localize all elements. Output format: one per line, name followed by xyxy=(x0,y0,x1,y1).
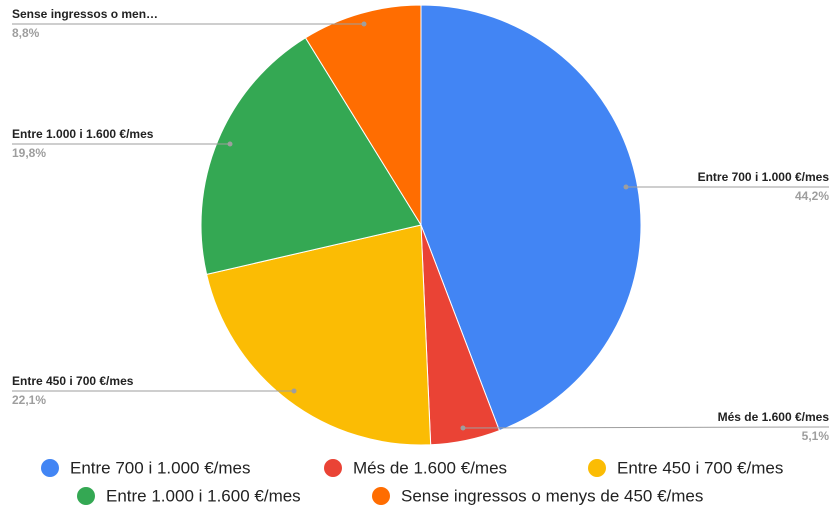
legend-marker xyxy=(324,459,342,477)
pie-slice xyxy=(420,4,642,432)
callout-dot xyxy=(460,425,466,431)
legend-marker xyxy=(588,459,606,477)
pie-slice xyxy=(304,4,422,227)
callout-name: Entre 1.000 i 1.600 €/mes xyxy=(12,127,154,141)
callout-name: Sense ingressos o men… xyxy=(12,7,158,21)
legend-label: Sense ingressos o menys de 450 €/mes xyxy=(401,486,703,505)
callout-value: 5,1% xyxy=(802,429,830,443)
callout-value: 44,2% xyxy=(795,189,829,203)
callout-name: Entre 450 i 700 €/mes xyxy=(12,374,134,388)
callout-value: 22,1% xyxy=(12,393,46,407)
callout-value: 19,8% xyxy=(12,146,46,160)
legend-label: Entre 700 i 1.000 €/mes xyxy=(70,458,251,477)
callout-name: Més de 1.600 €/mes xyxy=(718,410,830,424)
callout-name: Entre 700 i 1.000 €/mes xyxy=(698,170,830,184)
legend-marker xyxy=(41,459,59,477)
legend-label: Entre 450 i 700 €/mes xyxy=(617,458,783,477)
legend-marker xyxy=(372,487,390,505)
callout-dot xyxy=(291,388,297,394)
callout-dot xyxy=(361,21,367,27)
legend-label: Entre 1.000 i 1.600 €/mes xyxy=(106,486,301,505)
pie-slice xyxy=(200,37,422,275)
callout-dot xyxy=(623,184,629,190)
legend-label: Més de 1.600 €/mes xyxy=(353,458,507,477)
legend-marker xyxy=(77,487,95,505)
callout-line xyxy=(462,426,830,429)
pie-slice xyxy=(206,224,432,446)
callout-dot xyxy=(227,141,233,147)
callout-value: 8,8% xyxy=(12,26,40,40)
